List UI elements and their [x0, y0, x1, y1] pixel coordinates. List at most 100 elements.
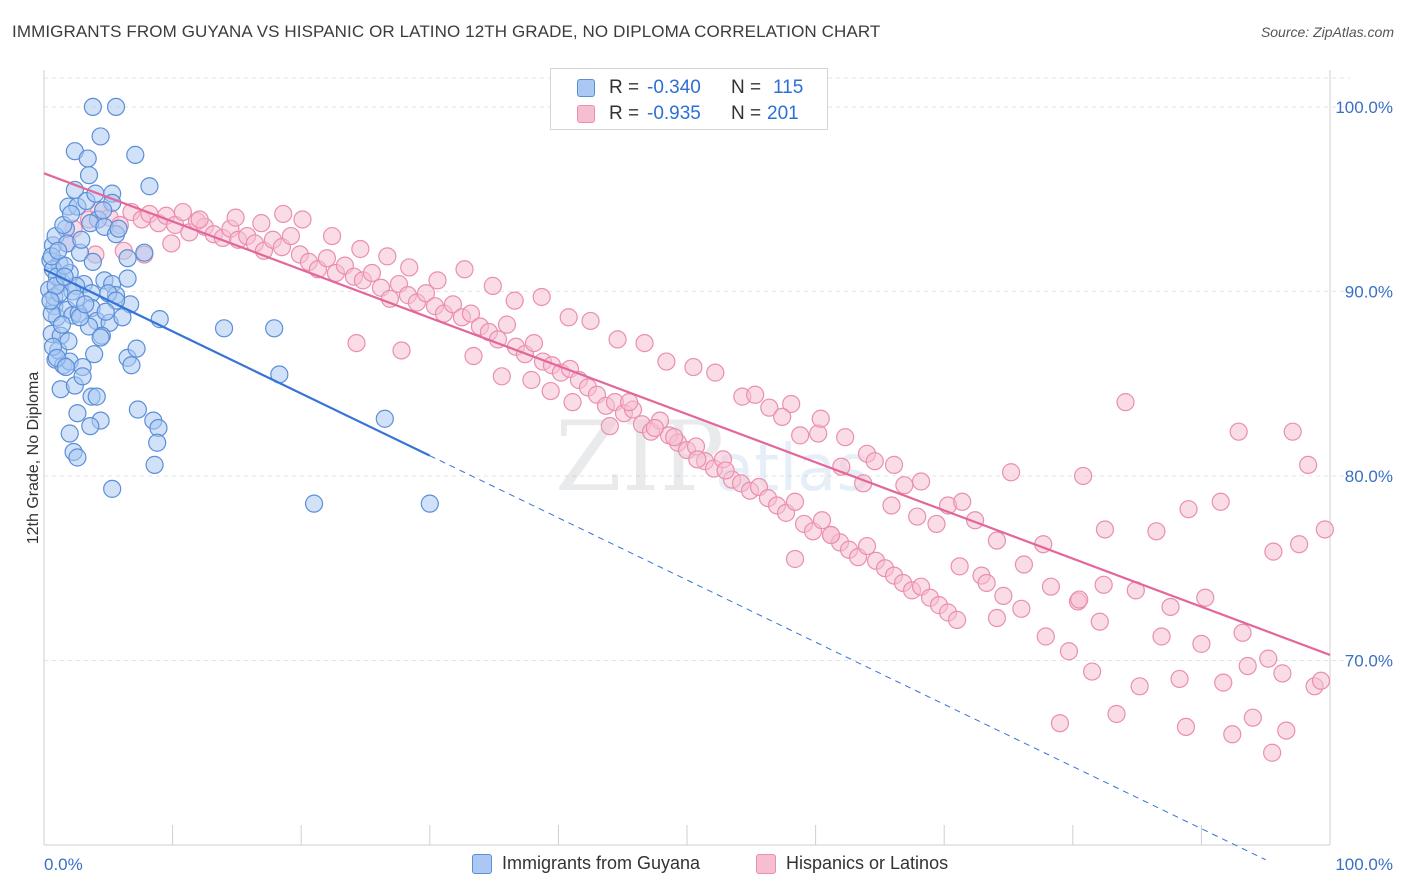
data-point	[135, 243, 154, 262]
data-point	[483, 276, 502, 295]
data-point	[52, 315, 72, 334]
data-point	[68, 448, 87, 467]
data-point	[492, 367, 511, 386]
data-point	[657, 352, 676, 371]
data-point	[1263, 743, 1282, 762]
bottom-legend-label: Hispanics or Latinos	[786, 853, 949, 873]
legend-swatch-pink	[577, 105, 595, 123]
data-point	[927, 514, 946, 534]
data-point	[1277, 721, 1296, 740]
data-point	[635, 333, 654, 353]
legend-n-value: 201	[767, 103, 799, 124]
legend-r-label: R =	[609, 77, 640, 98]
data-point	[1214, 673, 1233, 692]
data-point	[274, 204, 293, 224]
data-point	[1036, 627, 1055, 646]
legend-r-value: -0.340	[647, 77, 701, 98]
data-point	[1090, 612, 1109, 631]
y-tick-label: 90.0%	[1345, 282, 1393, 301]
bottom-legend-label: Immigrants from Guyana	[502, 853, 701, 873]
trend-line-hispanic	[43, 172, 1331, 656]
data-point	[541, 381, 560, 401]
data-point	[79, 166, 99, 185]
data-point	[559, 308, 578, 327]
data-point	[665, 428, 684, 447]
data-point	[1223, 725, 1242, 744]
data-point	[688, 450, 707, 469]
data-point	[1192, 634, 1211, 653]
data-point	[103, 479, 122, 498]
data-point	[392, 341, 411, 360]
data-point	[1264, 542, 1283, 561]
data-point	[785, 492, 805, 511]
data-point	[1082, 662, 1102, 681]
data-point	[461, 304, 481, 323]
data-point	[1273, 664, 1292, 683]
data-point	[821, 525, 841, 545]
trend-line-guyana-extension	[429, 455, 1266, 861]
data-point	[265, 319, 284, 338]
y-tick-label: 70.0%	[1345, 651, 1393, 670]
y-tick-label: 80.0%	[1345, 467, 1393, 486]
bottom-legend-swatch-pink	[756, 854, 776, 874]
data-point	[148, 433, 167, 452]
data-point	[416, 284, 436, 303]
data-point	[281, 226, 301, 246]
correlation-legend: R = -0.340 N = 115 R = -0.935 N = 201	[550, 68, 828, 130]
data-point	[1094, 575, 1113, 594]
data-point	[1283, 422, 1302, 441]
data-point	[785, 549, 805, 569]
data-point	[791, 426, 810, 445]
series-immigrants-from-guyana	[40, 97, 439, 513]
data-point	[127, 339, 146, 358]
data-point	[455, 260, 474, 279]
data-point	[162, 234, 181, 253]
data-point	[895, 476, 914, 495]
data-point	[85, 345, 104, 364]
data-point	[464, 346, 483, 366]
data-point	[347, 333, 366, 353]
data-point	[443, 295, 463, 314]
data-point	[645, 418, 664, 438]
data-point	[1229, 422, 1248, 441]
data-point	[83, 97, 102, 117]
data-point	[122, 356, 141, 375]
legend-n-value: 115	[773, 77, 804, 98]
legend-row-hispanic: R = -0.935 N = 201	[551, 101, 829, 127]
data-point	[1170, 669, 1189, 689]
data-point	[1259, 649, 1278, 668]
legend-n-label: N =	[731, 77, 762, 98]
data-point	[190, 210, 209, 229]
data-point	[620, 393, 639, 412]
data-point	[1107, 704, 1126, 724]
data-point	[497, 315, 517, 334]
data-point	[41, 291, 60, 310]
source-label: Source: ZipAtlas.com	[1260, 24, 1394, 40]
data-point	[375, 409, 394, 428]
data-point	[811, 409, 830, 428]
data-point	[400, 258, 419, 277]
data-point	[59, 332, 78, 351]
data-point	[420, 494, 439, 513]
data-point	[812, 511, 832, 530]
axes	[43, 70, 1331, 846]
data-point	[1070, 590, 1089, 609]
data-point	[505, 291, 524, 310]
data-point	[118, 269, 137, 288]
data-point	[953, 492, 972, 511]
data-point	[1001, 463, 1021, 482]
data-point	[773, 407, 792, 427]
series-hispanics-or-latinos	[58, 201, 1334, 762]
data-point	[1176, 717, 1196, 737]
data-point	[857, 536, 877, 556]
data-point	[947, 610, 967, 629]
data-point	[87, 387, 106, 406]
data-point	[73, 367, 92, 386]
data-point	[1041, 577, 1061, 596]
data-point	[865, 452, 884, 471]
data-point	[1179, 500, 1198, 519]
data-point	[1196, 588, 1215, 607]
data-point	[987, 608, 1007, 628]
data-point	[987, 531, 1007, 550]
